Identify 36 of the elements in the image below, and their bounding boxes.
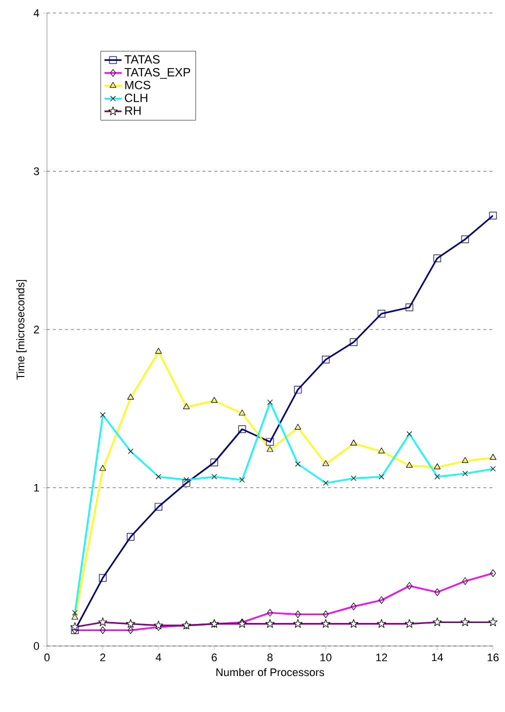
point (406, 304, 414, 312)
legend-label: RH (125, 106, 141, 115)
point (433, 254, 442, 262)
point (154, 502, 162, 511)
point (266, 438, 274, 446)
legend-label: TATAS_EXP (124, 68, 190, 79)
point (182, 479, 190, 487)
legend-label: MCS (125, 80, 150, 90)
point (238, 425, 246, 433)
x-tick-label: 16 (488, 654, 499, 662)
point (350, 338, 358, 346)
x-tick-label: 10 (320, 654, 332, 662)
point (126, 533, 134, 541)
x-axis-title: Number of Processors (216, 668, 324, 676)
point (489, 212, 497, 220)
x-tick-label: 12 (376, 654, 388, 662)
point (294, 386, 302, 394)
point (210, 458, 218, 466)
x-tick-label: 14 (432, 654, 444, 662)
x-tick-label: 2 (100, 654, 106, 662)
legend-label: CLH (124, 94, 148, 102)
x-tick-label: 6 (212, 654, 217, 662)
y-tick-label: 1 (34, 484, 39, 492)
point (98, 574, 107, 582)
x-tick-label: 4 (156, 654, 162, 662)
point (378, 310, 386, 318)
point (322, 356, 330, 364)
y-tick-label: 4 (34, 9, 40, 17)
y-tick-label: 0 (34, 642, 40, 650)
x-tick-label: 0 (44, 654, 50, 662)
legend-label: TATAS (124, 55, 160, 64)
x-tick-label: 8 (267, 654, 273, 662)
y-tick-label: 3 (34, 167, 39, 176)
point (461, 236, 469, 244)
y-tick-label: 2 (34, 326, 39, 334)
y-axis-title: Time [microseconds] (16, 280, 27, 380)
